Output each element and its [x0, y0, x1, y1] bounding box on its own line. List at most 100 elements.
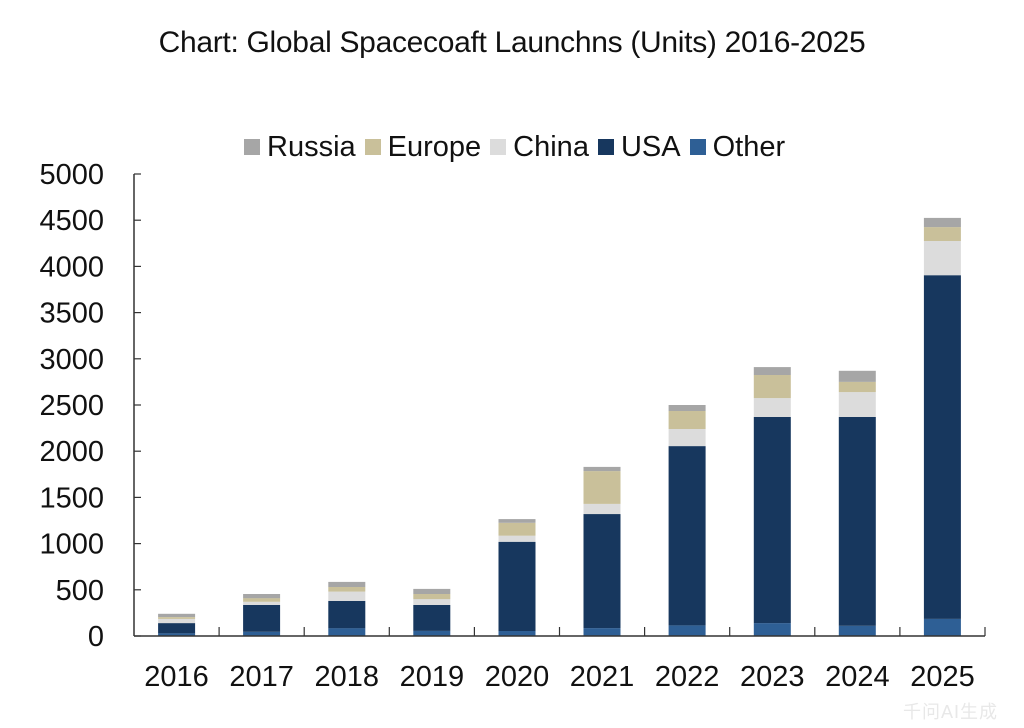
legend-label-other: Other	[712, 130, 786, 163]
legend-item-other: Other	[689, 130, 786, 164]
bar-usa-2018	[328, 600, 366, 629]
bar-europe-2021	[583, 471, 621, 504]
legend-swatch-usa	[597, 139, 614, 155]
legend-item-china: China	[490, 131, 589, 164]
legend-label-russia: Russia	[267, 130, 356, 163]
bar-stack-2016	[158, 613, 196, 636]
chart-title: Chart: Global Spacecoaft Launchns (Units…	[158, 26, 866, 59]
bar-europe-2023	[753, 375, 791, 399]
bar-usa-2016	[158, 623, 196, 634]
bar-russia-2017	[243, 594, 281, 599]
legend-item-europe: Europe	[364, 130, 482, 164]
y-tick-label-0: 0	[88, 621, 104, 653]
bar-other-2021	[583, 628, 621, 636]
bar-russia-2022	[668, 405, 706, 411]
bar-other-2023	[753, 623, 791, 636]
y-tick-label-4000: 4000	[39, 251, 104, 283]
bar-other-2022	[668, 625, 706, 636]
bar-other-2025	[923, 618, 961, 636]
bar-europe-2018	[328, 587, 366, 592]
y-tick-label-3000: 3000	[39, 344, 104, 376]
bar-usa-2017	[243, 605, 281, 632]
bar-china-2021	[583, 503, 621, 515]
bar-other-2019	[413, 630, 451, 636]
x-tick-label-2020: 2020	[485, 661, 550, 693]
bar-usa-2022	[668, 446, 706, 626]
bar-russia-2020	[498, 519, 536, 523]
x-tick-label-2022: 2022	[655, 661, 720, 693]
bar-europe-2017	[243, 598, 281, 602]
bar-europe-2024	[838, 381, 876, 393]
bar-europe-2016	[158, 617, 196, 619]
bar-russia-2016	[158, 613, 196, 617]
bar-china-2017	[243, 601, 281, 605]
bar-russia-2025	[923, 217, 961, 228]
y-tick-label-1500: 1500	[39, 482, 104, 514]
y-tick-label-1000: 1000	[39, 529, 104, 561]
legend-swatch-china	[490, 139, 507, 155]
bar-usa-2024	[838, 417, 876, 626]
bar-russia-2021	[583, 466, 621, 472]
bar-stack-2020	[498, 519, 536, 636]
x-tick-label-2025: 2025	[910, 661, 975, 693]
bar-stack-2021	[583, 466, 621, 636]
legend-swatch-other	[689, 139, 706, 155]
legend-label-europe: Europe	[387, 130, 482, 163]
bar-stack-2024	[838, 370, 876, 636]
y-tick-label-2500: 2500	[39, 390, 104, 422]
bar-stack-2022	[668, 405, 706, 636]
bar-russia-2019	[413, 588, 451, 594]
x-tick-label-2023: 2023	[740, 661, 805, 693]
x-tick-label-2019: 2019	[400, 661, 465, 693]
bar-usa-2021	[583, 514, 621, 629]
bar-europe-2025	[923, 227, 961, 241]
bar-stack-2019	[413, 588, 451, 636]
legend-swatch-russia	[244, 139, 260, 155]
bar-china-2022	[668, 429, 706, 447]
bar-europe-2022	[668, 411, 706, 429]
legend-label-usa: USA	[620, 130, 681, 163]
bar-other-2016	[158, 633, 196, 636]
bar-china-2019	[413, 599, 451, 605]
bar-china-2023	[753, 398, 791, 417]
bar-usa-2025	[923, 275, 961, 619]
bar-china-2020	[498, 535, 536, 542]
y-tick-label-5000: 5000	[39, 159, 104, 191]
bar-russia-2018	[328, 581, 366, 587]
bar-usa-2019	[413, 605, 451, 631]
bar-usa-2023	[753, 417, 791, 624]
bar-other-2018	[328, 628, 366, 636]
bar-other-2020	[498, 630, 536, 636]
bar-china-2018	[328, 591, 366, 601]
y-tick-label-500: 500	[56, 575, 104, 607]
bar-europe-2020	[498, 522, 536, 536]
bar-stack-2017	[243, 594, 281, 636]
bar-china-2025	[923, 241, 961, 276]
bar-stack-2018	[328, 581, 366, 636]
bar-other-2024	[838, 625, 876, 636]
x-tick-label-2021: 2021	[570, 661, 635, 693]
bar-stack-2025	[923, 217, 961, 636]
legend-item-russia: Russia	[244, 131, 356, 164]
legend-item-usa: USA	[597, 130, 681, 164]
bar-europe-2019	[413, 594, 451, 600]
bar-china-2024	[838, 392, 876, 417]
x-tick-label-2017: 2017	[229, 661, 294, 693]
x-tick-label-2024: 2024	[825, 661, 890, 693]
watermark: 千问AI生成	[902, 702, 998, 722]
y-tick-label-3500: 3500	[39, 298, 104, 330]
bar-russia-2023	[753, 367, 791, 375]
x-tick-label-2016: 2016	[144, 661, 209, 693]
legend-label-china: China	[513, 130, 589, 163]
y-tick-label-2000: 2000	[39, 436, 104, 468]
x-tick-label-2018: 2018	[314, 661, 379, 693]
legend: Russia Europe China USA Other	[244, 130, 794, 164]
bar-stack-2023	[753, 367, 791, 636]
y-tick-label-4500: 4500	[39, 205, 104, 237]
bar-usa-2020	[498, 541, 536, 631]
bar-russia-2024	[838, 370, 876, 382]
bar-other-2017	[243, 631, 281, 636]
bar-china-2016	[158, 618, 196, 624]
legend-swatch-europe	[364, 139, 381, 155]
